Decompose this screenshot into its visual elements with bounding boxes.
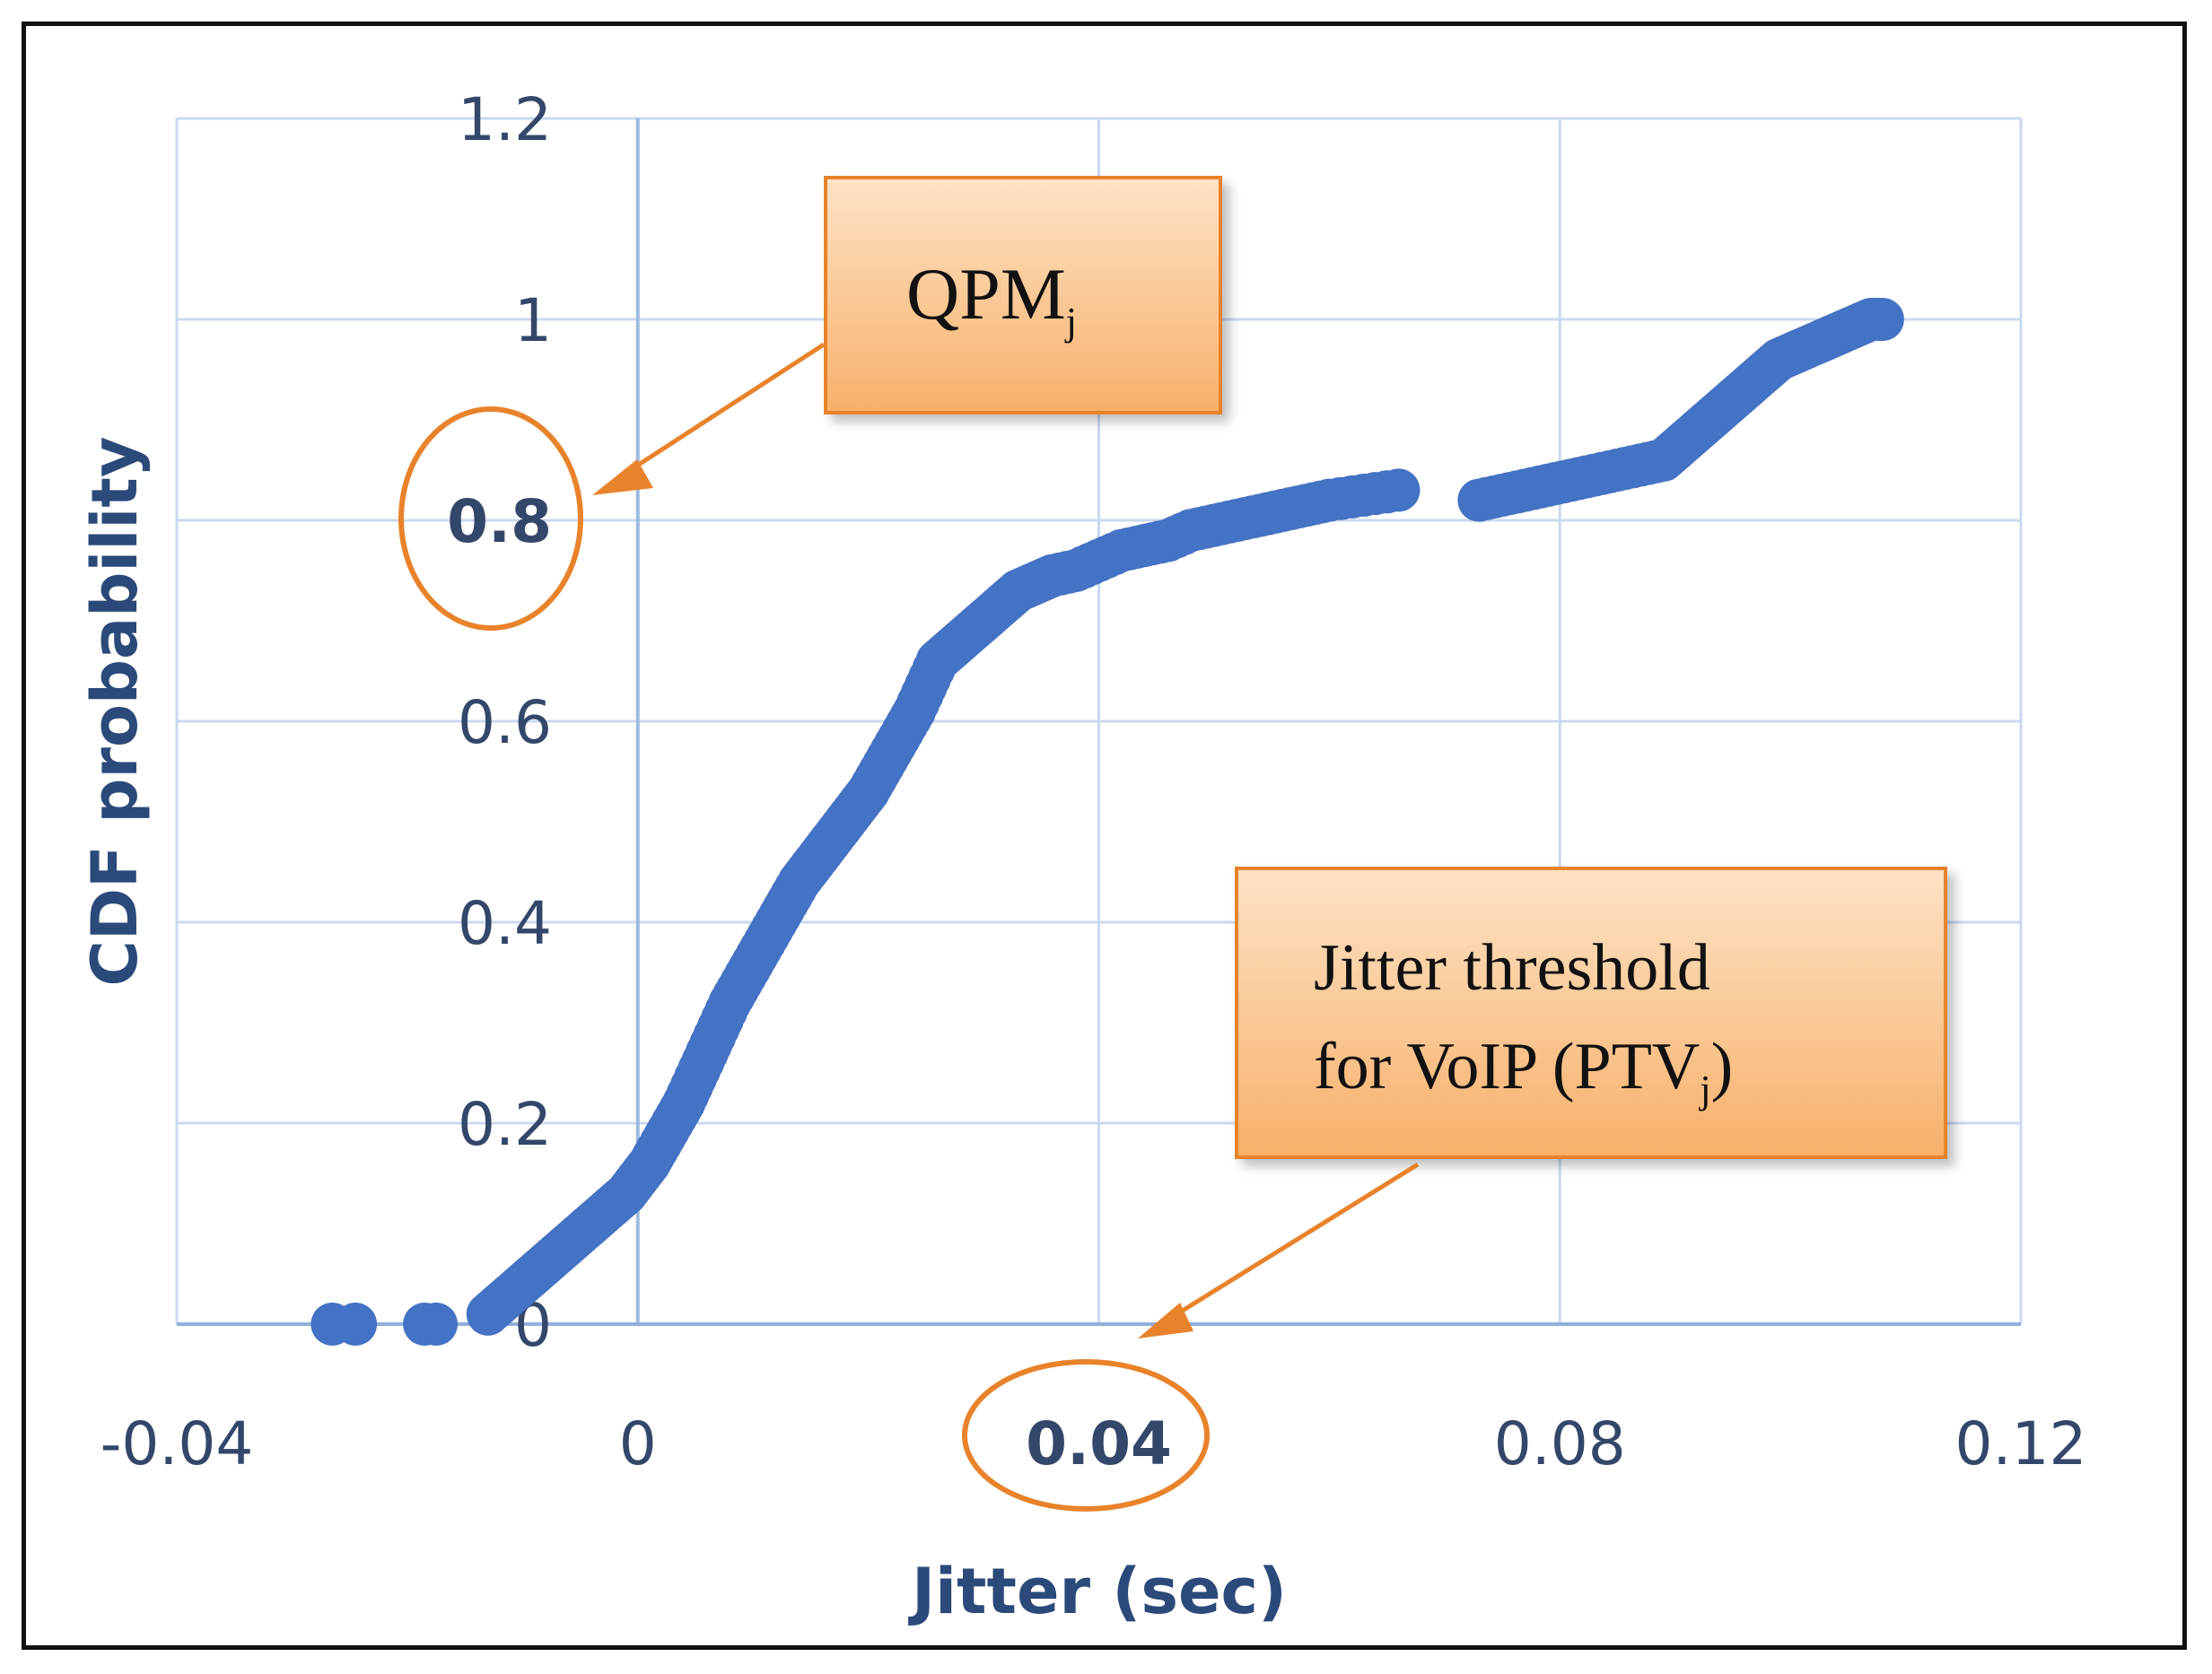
callout-qpm: QPMj [592, 176, 1222, 495]
y-tick-label: 1.2 [458, 85, 552, 154]
callout-qpm-arrowhead [592, 459, 653, 495]
callout-ptv-suffix: ) [1711, 1030, 1734, 1103]
data-point [334, 1303, 378, 1346]
callout-ptv-line2: for VoIP (PTVj) [1314, 1030, 1733, 1112]
callout-ptv-arrowhead [1138, 1303, 1193, 1338]
y-tick-labels: 00.20.40.60.811.2 [447, 85, 552, 1360]
highlight-ellipse-y-0.8 [398, 406, 583, 631]
callout-ptv-line2-main: for VoIP (PTV [1314, 1030, 1700, 1103]
callout-ptv-subscript: j [1698, 1068, 1710, 1112]
x-axis-title: Jitter (sec) [908, 1555, 1287, 1628]
callout-ptv-line1: Jitter threshold [1314, 931, 1710, 1005]
data-point [414, 1303, 458, 1346]
y-tick-label: 0.2 [458, 1090, 552, 1159]
x-tick-label: 0.04 [1026, 1409, 1172, 1478]
x-tick-label: 0.12 [1955, 1409, 2087, 1478]
callout-qpm-arrow [617, 342, 826, 480]
x-tick-label: -0.04 [101, 1409, 254, 1478]
y-tick-label: 0.6 [458, 688, 552, 757]
x-tick-label: 0 [619, 1409, 657, 1478]
x-tick-labels: -0.04 0 0.04 0.08 0.12 [101, 1409, 2087, 1478]
y-tick-label: 0.8 [447, 487, 552, 556]
x-tick-label: 0.08 [1494, 1409, 1626, 1478]
y-tick-label: 1 [514, 286, 552, 355]
callout-ptv-arrow [1165, 1162, 1420, 1323]
y-axis-title: CDF probability [78, 437, 152, 987]
callout-ptv: Jitter threshold for VoIP (PTVj) [1138, 867, 1947, 1338]
y-tick-label: 0.4 [458, 889, 552, 958]
callout-qpm-subscript: j [1064, 300, 1077, 344]
data-points [310, 298, 1904, 1346]
callout-qpm-main: QPM [906, 253, 1066, 335]
data-point [1857, 298, 1901, 341]
figure-frame [22, 22, 2187, 1650]
callout-qpm-text: QPMj [906, 253, 1077, 344]
data-point [1365, 470, 1409, 514]
highlight-ellipse-x-0.04 [962, 1359, 1210, 1512]
